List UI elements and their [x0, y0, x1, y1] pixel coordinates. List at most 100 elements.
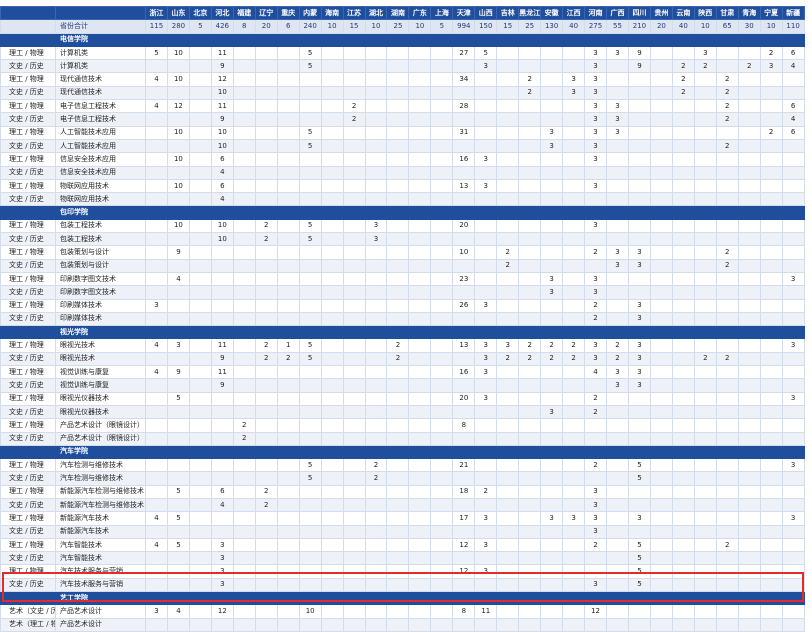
quota-cell — [386, 378, 410, 393]
quota-cell — [518, 271, 542, 287]
quota-cell — [693, 524, 717, 539]
quota-cell — [540, 418, 564, 433]
quota-cell: 3 — [781, 511, 805, 526]
quota-cell: 2 — [518, 72, 542, 87]
section-name: 汽车学院 — [55, 444, 146, 460]
quota-cell — [627, 125, 651, 140]
quota-cell — [606, 617, 629, 632]
quota-cell — [737, 285, 761, 300]
quota-cell — [606, 285, 629, 300]
quota-cell — [693, 391, 717, 406]
quota-cell — [540, 391, 564, 406]
quota-cell — [430, 511, 454, 526]
quota-cell — [737, 378, 761, 393]
quota-cell — [737, 258, 761, 273]
quota-cell: 3 — [540, 511, 564, 526]
quota-cell — [408, 338, 432, 353]
quota-cell — [518, 431, 542, 446]
major-name: 包装工程技术 — [55, 232, 146, 247]
quota-cell — [452, 431, 476, 446]
quota-cell — [364, 178, 388, 194]
quota-cell: 5 — [298, 232, 322, 247]
quota-cell — [781, 365, 805, 380]
quota-cell — [474, 404, 498, 420]
quota-cell — [627, 391, 651, 406]
quota-cell — [671, 458, 695, 473]
quota-cell — [759, 458, 783, 473]
quota-cell — [562, 178, 586, 194]
quota-cell — [408, 192, 432, 207]
quota-cell — [188, 271, 212, 287]
quota-cell — [649, 391, 673, 406]
quota-cell — [342, 125, 366, 140]
quota-cell — [671, 497, 695, 513]
table-row: 文史 / 历史 印刷数字图文技术 3 3 — [0, 285, 805, 300]
table-row: 文史 / 历史 汽车智能技术 3 5 — [0, 551, 805, 566]
quota-cell — [781, 72, 805, 87]
quota-cell — [781, 484, 805, 499]
quota-cell — [518, 391, 542, 406]
quota-cell — [627, 112, 651, 127]
quota-cell — [254, 617, 278, 632]
quota-cell — [430, 258, 454, 273]
quota-cell: 11 — [474, 604, 498, 619]
total-value: 994 — [452, 19, 476, 34]
quota-cell — [408, 418, 432, 433]
major-name: 计算机类 — [55, 59, 146, 74]
quota-cell — [649, 112, 673, 127]
quota-cell — [430, 298, 454, 313]
quota-cell — [342, 311, 366, 327]
section-fill — [145, 325, 805, 340]
quota-cell: 3 — [627, 245, 651, 260]
quota-cell — [210, 271, 234, 287]
quota-cell — [430, 524, 454, 539]
quota-cell — [671, 484, 695, 499]
quota-cell — [298, 112, 322, 127]
major-name: 眼视光技术 — [55, 351, 146, 367]
quota-cell — [715, 431, 739, 446]
quota-cell — [540, 85, 564, 101]
quota-cell — [210, 511, 234, 526]
quota-cell — [364, 125, 388, 140]
quota-cell — [145, 218, 168, 234]
quota-cell — [562, 165, 586, 180]
quota-cell — [386, 537, 410, 553]
quota-cell — [496, 59, 520, 74]
quota-cell — [737, 404, 761, 420]
section-blank-cell — [0, 444, 56, 460]
quota-cell — [518, 537, 542, 553]
quota-cell — [474, 617, 498, 632]
quota-cell — [584, 564, 608, 579]
quota-cell — [781, 537, 805, 553]
quota-cell — [671, 152, 695, 167]
quota-cell — [496, 112, 520, 127]
quota-cell — [737, 152, 761, 167]
quota-cell — [693, 458, 717, 473]
quota-cell — [342, 138, 366, 154]
quota-cell — [540, 72, 564, 87]
quota-cell — [430, 537, 454, 553]
quota-cell — [474, 72, 498, 87]
quota-cell: 3 — [627, 311, 651, 327]
quota-cell — [540, 311, 564, 327]
quota-cell — [145, 258, 168, 273]
quota-cell — [759, 537, 783, 553]
section-header-row: 电信学院 — [0, 32, 805, 47]
quota-cell — [737, 484, 761, 499]
quota-cell — [320, 471, 344, 486]
quota-cell — [430, 378, 454, 393]
quota-cell: 2 — [671, 59, 695, 74]
quota-cell — [671, 311, 695, 327]
quota-cell: 2 — [342, 99, 366, 114]
quota-cell: 3 — [606, 45, 629, 61]
quota-cell — [496, 524, 520, 539]
quota-cell: 10 — [452, 245, 476, 260]
table-row: 理工 / 物理 电子信息工程技术 4 12 11 2 28 3 3 2 6 — [0, 99, 805, 114]
quota-cell — [606, 152, 629, 167]
quota-cell: 10 — [210, 218, 234, 234]
quota-cell: 11 — [210, 338, 234, 353]
quota-cell — [627, 604, 651, 619]
quota-cell — [166, 431, 190, 446]
quota-cell: 3 — [584, 85, 608, 101]
quota-cell — [364, 338, 388, 353]
